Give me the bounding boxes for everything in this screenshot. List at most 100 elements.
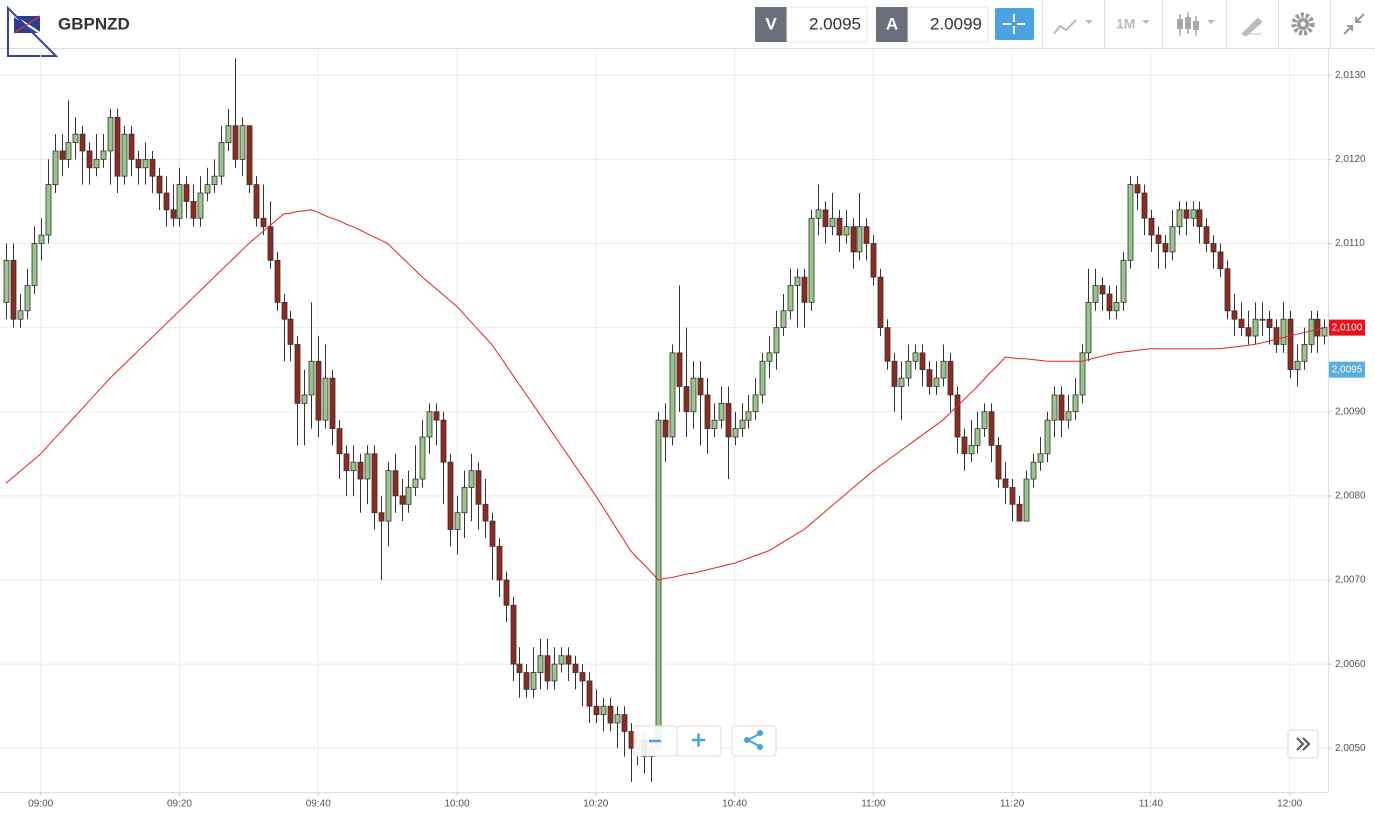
candle-body — [1314, 318, 1321, 337]
candle-body — [1245, 327, 1252, 337]
bid-button[interactable] — [755, 7, 787, 42]
candle-body — [732, 428, 739, 438]
candle-body — [3, 259, 10, 303]
x-tick-label: 10:20 — [583, 799, 608, 810]
candle-body — [558, 655, 565, 665]
candle-body — [121, 133, 128, 177]
price-tag — [1329, 319, 1365, 336]
candle-body — [1287, 318, 1294, 371]
candle-body — [197, 192, 204, 219]
candle-body — [981, 411, 988, 429]
candle-body — [1169, 226, 1176, 253]
y-tick-label: 2,0120 — [1335, 154, 1366, 165]
settings-icon[interactable] — [1291, 12, 1315, 36]
timeframe[interactable]: 1M — [1116, 16, 1135, 32]
candle-body — [1009, 487, 1016, 505]
candle-body — [600, 705, 607, 716]
candle-body — [59, 150, 66, 160]
candle-body — [1120, 259, 1127, 303]
candle-body — [1113, 301, 1120, 312]
y-tick-label: 2,0110 — [1335, 238, 1365, 249]
share-button[interactable] — [731, 725, 777, 757]
candle-body — [773, 327, 780, 354]
candle-body — [468, 470, 475, 488]
candle-body — [1231, 310, 1238, 320]
candle-body — [968, 444, 975, 455]
candle-body — [593, 705, 600, 716]
candle-body — [45, 184, 52, 236]
candle-body — [704, 394, 711, 429]
candle-body — [1044, 419, 1051, 455]
candle-body — [461, 487, 468, 514]
ask-button[interactable] — [876, 7, 908, 42]
candle-body — [1308, 318, 1315, 345]
candle-body — [1106, 293, 1113, 312]
share-dot — [744, 737, 750, 743]
candle-body — [1183, 209, 1190, 219]
x-tick-label: 11:40 — [1139, 799, 1164, 810]
candle-body — [503, 579, 510, 606]
candle-body — [100, 150, 107, 160]
y-tick-label: 2,0060 — [1335, 659, 1366, 670]
candle-body — [1085, 301, 1092, 354]
share-dot — [757, 730, 763, 736]
candle-body — [537, 655, 544, 673]
candle-body — [523, 672, 530, 690]
price-tag — [1329, 361, 1365, 378]
candle-body — [1099, 285, 1106, 295]
candle-body — [135, 158, 142, 169]
candle-body — [1259, 318, 1266, 321]
candle-body — [315, 360, 322, 421]
candle-body — [655, 419, 662, 749]
x-tick-label: 09:20 — [167, 799, 192, 810]
candle-body — [79, 133, 86, 152]
candle-body — [239, 125, 246, 160]
candle-body — [170, 209, 177, 219]
candle-body — [163, 192, 170, 211]
candle-body — [1148, 217, 1155, 236]
candle-body — [1266, 318, 1273, 329]
candle-body — [516, 663, 523, 673]
price-tag-label: 2,0100 — [1332, 322, 1363, 333]
draw-icon[interactable] — [1241, 17, 1263, 37]
candle-body — [392, 470, 399, 497]
candle-body — [586, 680, 593, 707]
candle-body — [1037, 453, 1044, 463]
candle-body — [822, 209, 829, 228]
bid-price: 2.0095 — [809, 14, 861, 33]
candle-body — [149, 158, 156, 177]
candle-body — [246, 125, 253, 186]
candle-body — [510, 604, 517, 665]
plus-icon — [692, 733, 705, 747]
ask-box[interactable] — [907, 6, 989, 43]
candle-body — [225, 125, 232, 143]
candle-body — [176, 184, 183, 219]
candle-body — [399, 495, 406, 505]
candle-body — [350, 461, 357, 472]
candle-body — [690, 377, 697, 413]
candle-body — [919, 352, 926, 371]
candle-body — [579, 672, 586, 682]
candle-body — [489, 520, 496, 547]
candle-body — [232, 125, 239, 160]
candle-body — [1252, 318, 1259, 337]
candle-body — [454, 512, 461, 530]
minimize-icon[interactable] — [1343, 13, 1365, 35]
candle-icon-bodies — [1177, 17, 1199, 30]
candle-body — [426, 411, 433, 438]
ask-label: A — [886, 14, 898, 33]
crosshair-button[interactable] — [995, 8, 1034, 40]
candle-body — [870, 243, 877, 278]
x-tick-label: 11:00 — [861, 799, 886, 810]
candle-body — [766, 352, 773, 362]
chart-type-icon[interactable] — [1053, 19, 1077, 35]
candle-body — [974, 428, 981, 446]
candle-body — [787, 285, 794, 312]
dropdown-arrow — [1085, 20, 1093, 24]
symbol: GBPNZD — [58, 14, 130, 33]
x-tick-label: 10:40 — [722, 799, 747, 810]
candle-body — [287, 318, 294, 345]
crosshair-icon — [1003, 14, 1025, 34]
bid-box[interactable] — [786, 6, 868, 43]
